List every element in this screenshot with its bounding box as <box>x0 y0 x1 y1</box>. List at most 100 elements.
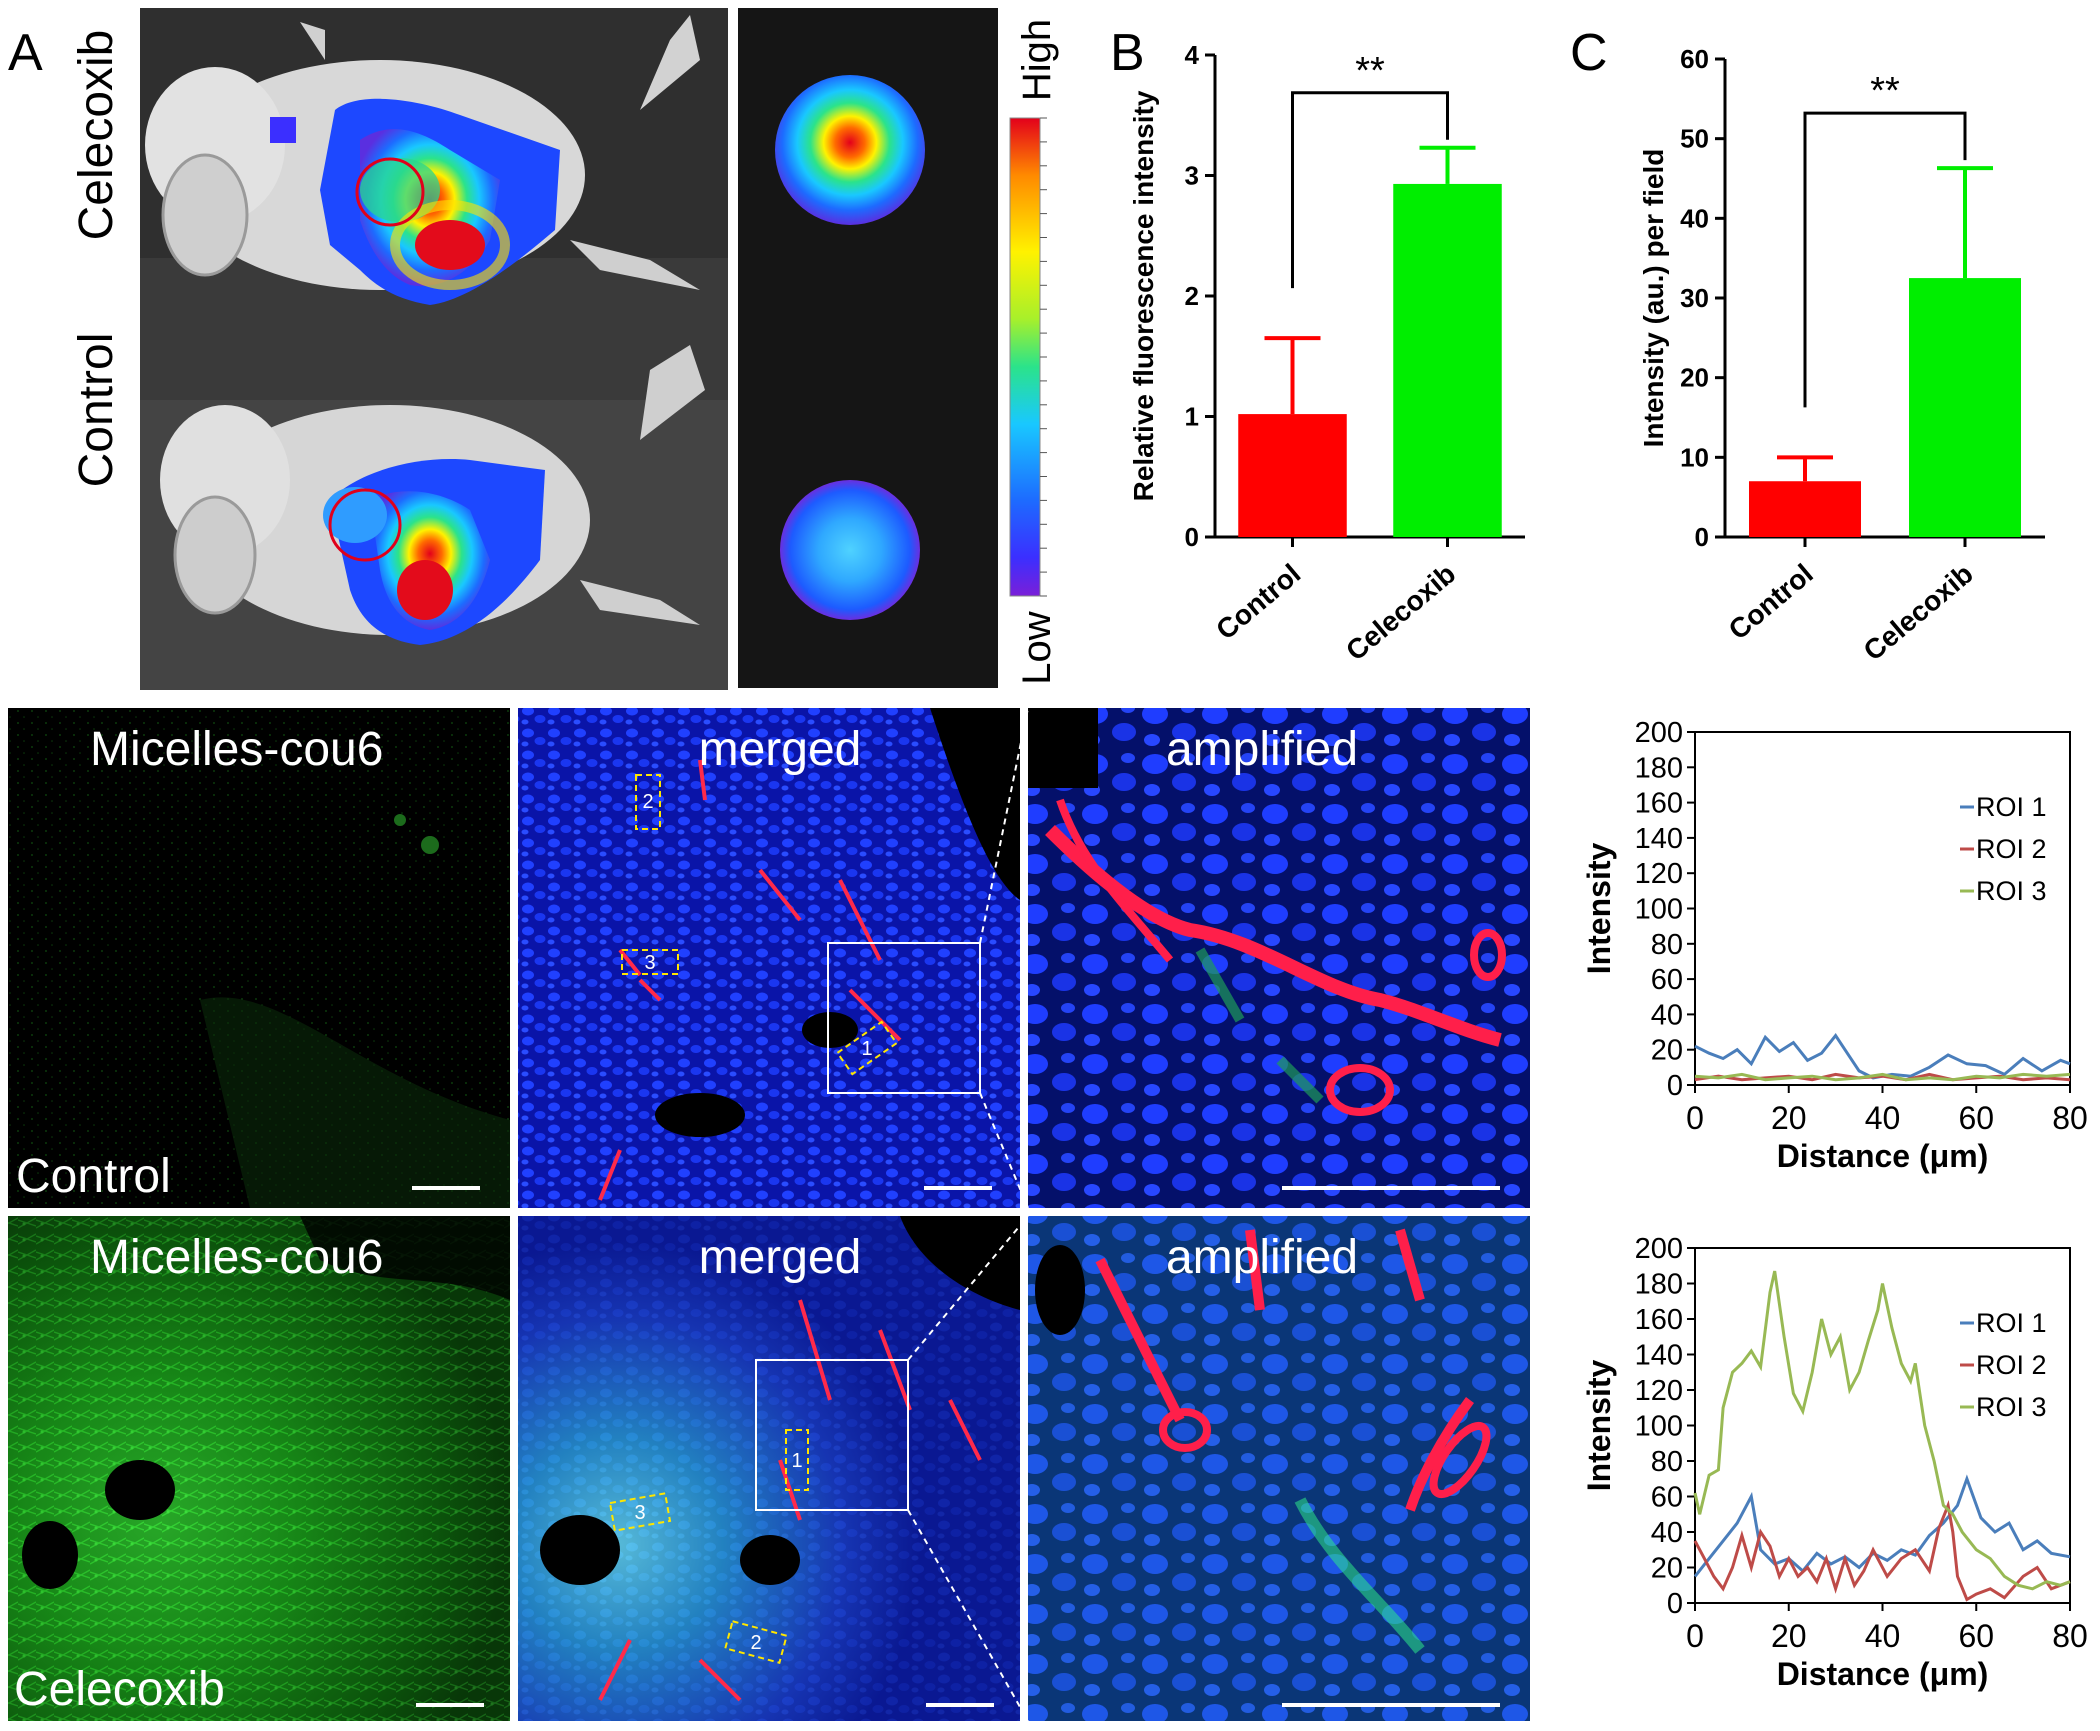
plot-frame <box>1694 731 2071 1086</box>
x-axis-label: Distance (μm) <box>1777 1138 1989 1174</box>
y-tick-label: 0 <box>1185 522 1199 552</box>
y-tick-label: 80 <box>1651 929 1683 961</box>
y-tick-label: 120 <box>1635 1375 1683 1407</box>
significance-bracket <box>1803 111 1967 408</box>
x-tick-label: Control <box>1723 558 1819 646</box>
y-tick-label: 10 <box>1680 442 1709 472</box>
y-tick-label: 3 <box>1185 161 1199 191</box>
excised-tumor-image <box>738 8 998 688</box>
roi-number-2: 2 <box>750 1632 761 1654</box>
roi-box-1 <box>785 1429 809 1491</box>
y-tick-label: 60 <box>1651 964 1683 996</box>
roi-box-2 <box>635 774 661 830</box>
intensity-scale-bar: High Low <box>1009 19 1059 685</box>
roi-number-2: 2 <box>642 791 653 813</box>
y-tick-label: 200 <box>1635 1233 1683 1265</box>
y-tick-label: 1 <box>1185 402 1199 432</box>
series-line-roi-1 <box>1693 1474 2071 1578</box>
title-amplified-celecoxib: amplified <box>1166 1231 1358 1284</box>
mouse-control <box>160 345 705 645</box>
x-tick-label: 80 <box>2052 1100 2088 1136</box>
scale-low-label: Low <box>1015 611 1059 684</box>
series-line-roi-2 <box>1693 1499 2071 1602</box>
bar-chart-c: 0 10 20 30 40 50 60 Control Celecoxib ** Intensity… <box>1638 44 2045 667</box>
roi-number-1: 1 <box>861 1038 872 1060</box>
legend-label: ROI 3 <box>1976 1392 2047 1422</box>
y-axis-label: Relative fluorescence intensity <box>1128 90 1159 501</box>
micrograph-celecoxib-amplified <box>1028 1216 1530 1721</box>
title-amplified-control: amplified <box>1166 723 1358 776</box>
y-tick-label: 20 <box>1651 1035 1683 1067</box>
panel-b-letter: B <box>1110 24 1145 82</box>
x-tick-label: 20 <box>1771 1618 1807 1654</box>
y-tick-label: 0 <box>1667 1070 1683 1102</box>
row-label-control-d: Control <box>16 1150 171 1203</box>
y-tick-label: 20 <box>1680 363 1709 393</box>
y-tick-label: 80 <box>1651 1446 1683 1478</box>
row-label-celecoxib: Celecoxib <box>70 30 123 241</box>
bar-celecoxib <box>1909 278 2021 537</box>
y-tick-label: 40 <box>1651 1517 1683 1549</box>
series-line-roi-1 <box>1694 1033 2071 1080</box>
y-tick-label: 0 <box>1667 1588 1683 1620</box>
micrograph-control-merged: 2 3 1 <box>518 708 1020 1208</box>
y-tick-label: 20 <box>1651 1553 1683 1585</box>
legend-label: ROI 2 <box>1976 834 2047 864</box>
row-label-control: Control <box>70 333 123 488</box>
micrograph-celecoxib-green <box>8 1216 510 1721</box>
y-tick-label: 30 <box>1680 283 1709 313</box>
plot-frame <box>1694 1247 2071 1604</box>
y-tick-label: 140 <box>1635 1340 1683 1372</box>
bar-control <box>1749 481 1861 537</box>
row-label-celecoxib-d: Celecoxib <box>14 1663 225 1716</box>
whole-body-image <box>140 8 728 690</box>
zoom-box <box>755 1359 909 1511</box>
bar-control <box>1238 414 1347 537</box>
micrograph-control-amplified <box>1028 708 1530 1208</box>
panel-a-letter: A <box>8 24 43 82</box>
roi-number-1: 1 <box>791 1450 802 1472</box>
y-tick-label: 40 <box>1680 203 1709 233</box>
roi-box-3 <box>608 1492 672 1532</box>
bar-chart-b: 0 1 2 3 4 Control Celecoxib ** Relative fluoresc… <box>1128 40 1525 667</box>
roi-number-3: 3 <box>644 952 655 974</box>
significance-label: ** <box>1355 50 1385 92</box>
micrograph-celecoxib-merged: 1 3 2 <box>518 1216 1020 1721</box>
x-tick-label: 0 <box>1686 1100 1704 1136</box>
x-tick-label: 40 <box>1865 1100 1901 1136</box>
y-tick-label: 180 <box>1635 1269 1683 1301</box>
y-axis-label: Intensity <box>1581 1360 1617 1492</box>
legend-label: ROI 1 <box>1976 792 2047 822</box>
x-tick-label: 60 <box>1958 1100 1994 1136</box>
x-axis-label: Distance (μm) <box>1777 1656 1989 1692</box>
series-line-roi-3 <box>1694 1072 2071 1082</box>
y-tick-label: 60 <box>1680 44 1709 74</box>
legend-label: ROI 3 <box>1976 876 2047 906</box>
y-tick-label: 120 <box>1635 858 1683 890</box>
mouse-celecoxib <box>145 15 700 305</box>
x-tick-label: Control <box>1210 558 1306 646</box>
zoom-box <box>827 942 981 1094</box>
y-tick-label: 4 <box>1185 40 1200 70</box>
y-tick-label: 40 <box>1651 999 1683 1031</box>
y-axis-label: Intensity (au.) per field <box>1638 149 1669 448</box>
y-tick-label: 2 <box>1185 281 1199 311</box>
roi-number-3: 3 <box>634 1502 645 1524</box>
x-tick-label: 60 <box>1958 1618 1994 1654</box>
y-axis-label: Intensity <box>1581 843 1617 975</box>
roi-box-2 <box>724 1620 788 1664</box>
scale-bars <box>412 1186 1500 1707</box>
y-tick-label: 200 <box>1635 717 1683 749</box>
y-tick-label: 60 <box>1651 1482 1683 1514</box>
y-tick-label: 140 <box>1635 823 1683 855</box>
title-green-control: Micelles-cou6 <box>90 723 383 776</box>
x-tick-label: 40 <box>1865 1618 1901 1654</box>
tumor-celecoxib <box>775 75 925 225</box>
legend-label: ROI 1 <box>1976 1308 2047 1338</box>
y-tick-label: 100 <box>1635 1411 1683 1443</box>
micrograph-control-green <box>8 708 510 1208</box>
y-tick-label: 180 <box>1635 752 1683 784</box>
